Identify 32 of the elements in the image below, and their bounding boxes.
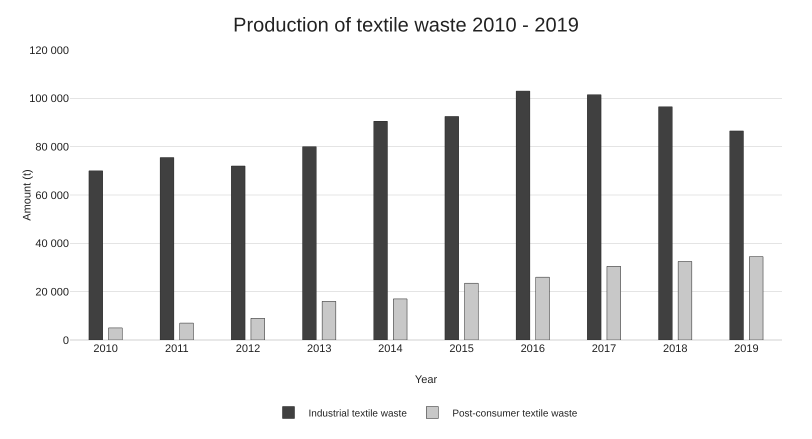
bar <box>302 146 317 340</box>
x-tick-label: 2019 <box>734 343 759 355</box>
x-tick-label: 2015 <box>449 343 474 355</box>
bar <box>587 94 602 340</box>
x-tick-label: 2011 <box>164 343 189 355</box>
bar <box>374 121 388 340</box>
legend-label: Post-consumer textile waste <box>452 408 578 420</box>
x-tick-label: 2016 <box>520 343 546 355</box>
chart-title: Production of textile waste 2010 - 2019 <box>233 14 579 37</box>
y-tick-label: 60 000 <box>35 190 69 202</box>
x-tick-label: 2013 <box>306 343 332 355</box>
y-tick-label: 40 000 <box>35 238 69 250</box>
bar <box>444 116 459 340</box>
y-tick-label: 0 <box>62 334 69 347</box>
bar <box>231 166 246 340</box>
bar <box>658 106 673 340</box>
x-tick-label: 2018 <box>662 343 688 355</box>
legend-label: Industrial textile waste <box>308 408 408 420</box>
x-tick-label: 2017 <box>592 343 616 355</box>
bar <box>88 170 103 340</box>
x-tick-label: 2012 <box>236 343 260 355</box>
y-tick-label: 20 000 <box>35 286 69 299</box>
y-tick-label: 80 000 <box>35 142 69 154</box>
y-tick-label: 100 000 <box>29 93 69 106</box>
bar <box>730 130 744 340</box>
y-tick-label: 120 000 <box>29 44 69 57</box>
x-tick-label: 2010 <box>93 343 118 355</box>
bar <box>160 157 174 340</box>
y-axis-title: Amount (t) <box>21 169 34 221</box>
x-axis-title: Year <box>414 374 438 386</box>
bar <box>516 90 530 340</box>
x-tick-label: 2014 <box>378 343 403 355</box>
